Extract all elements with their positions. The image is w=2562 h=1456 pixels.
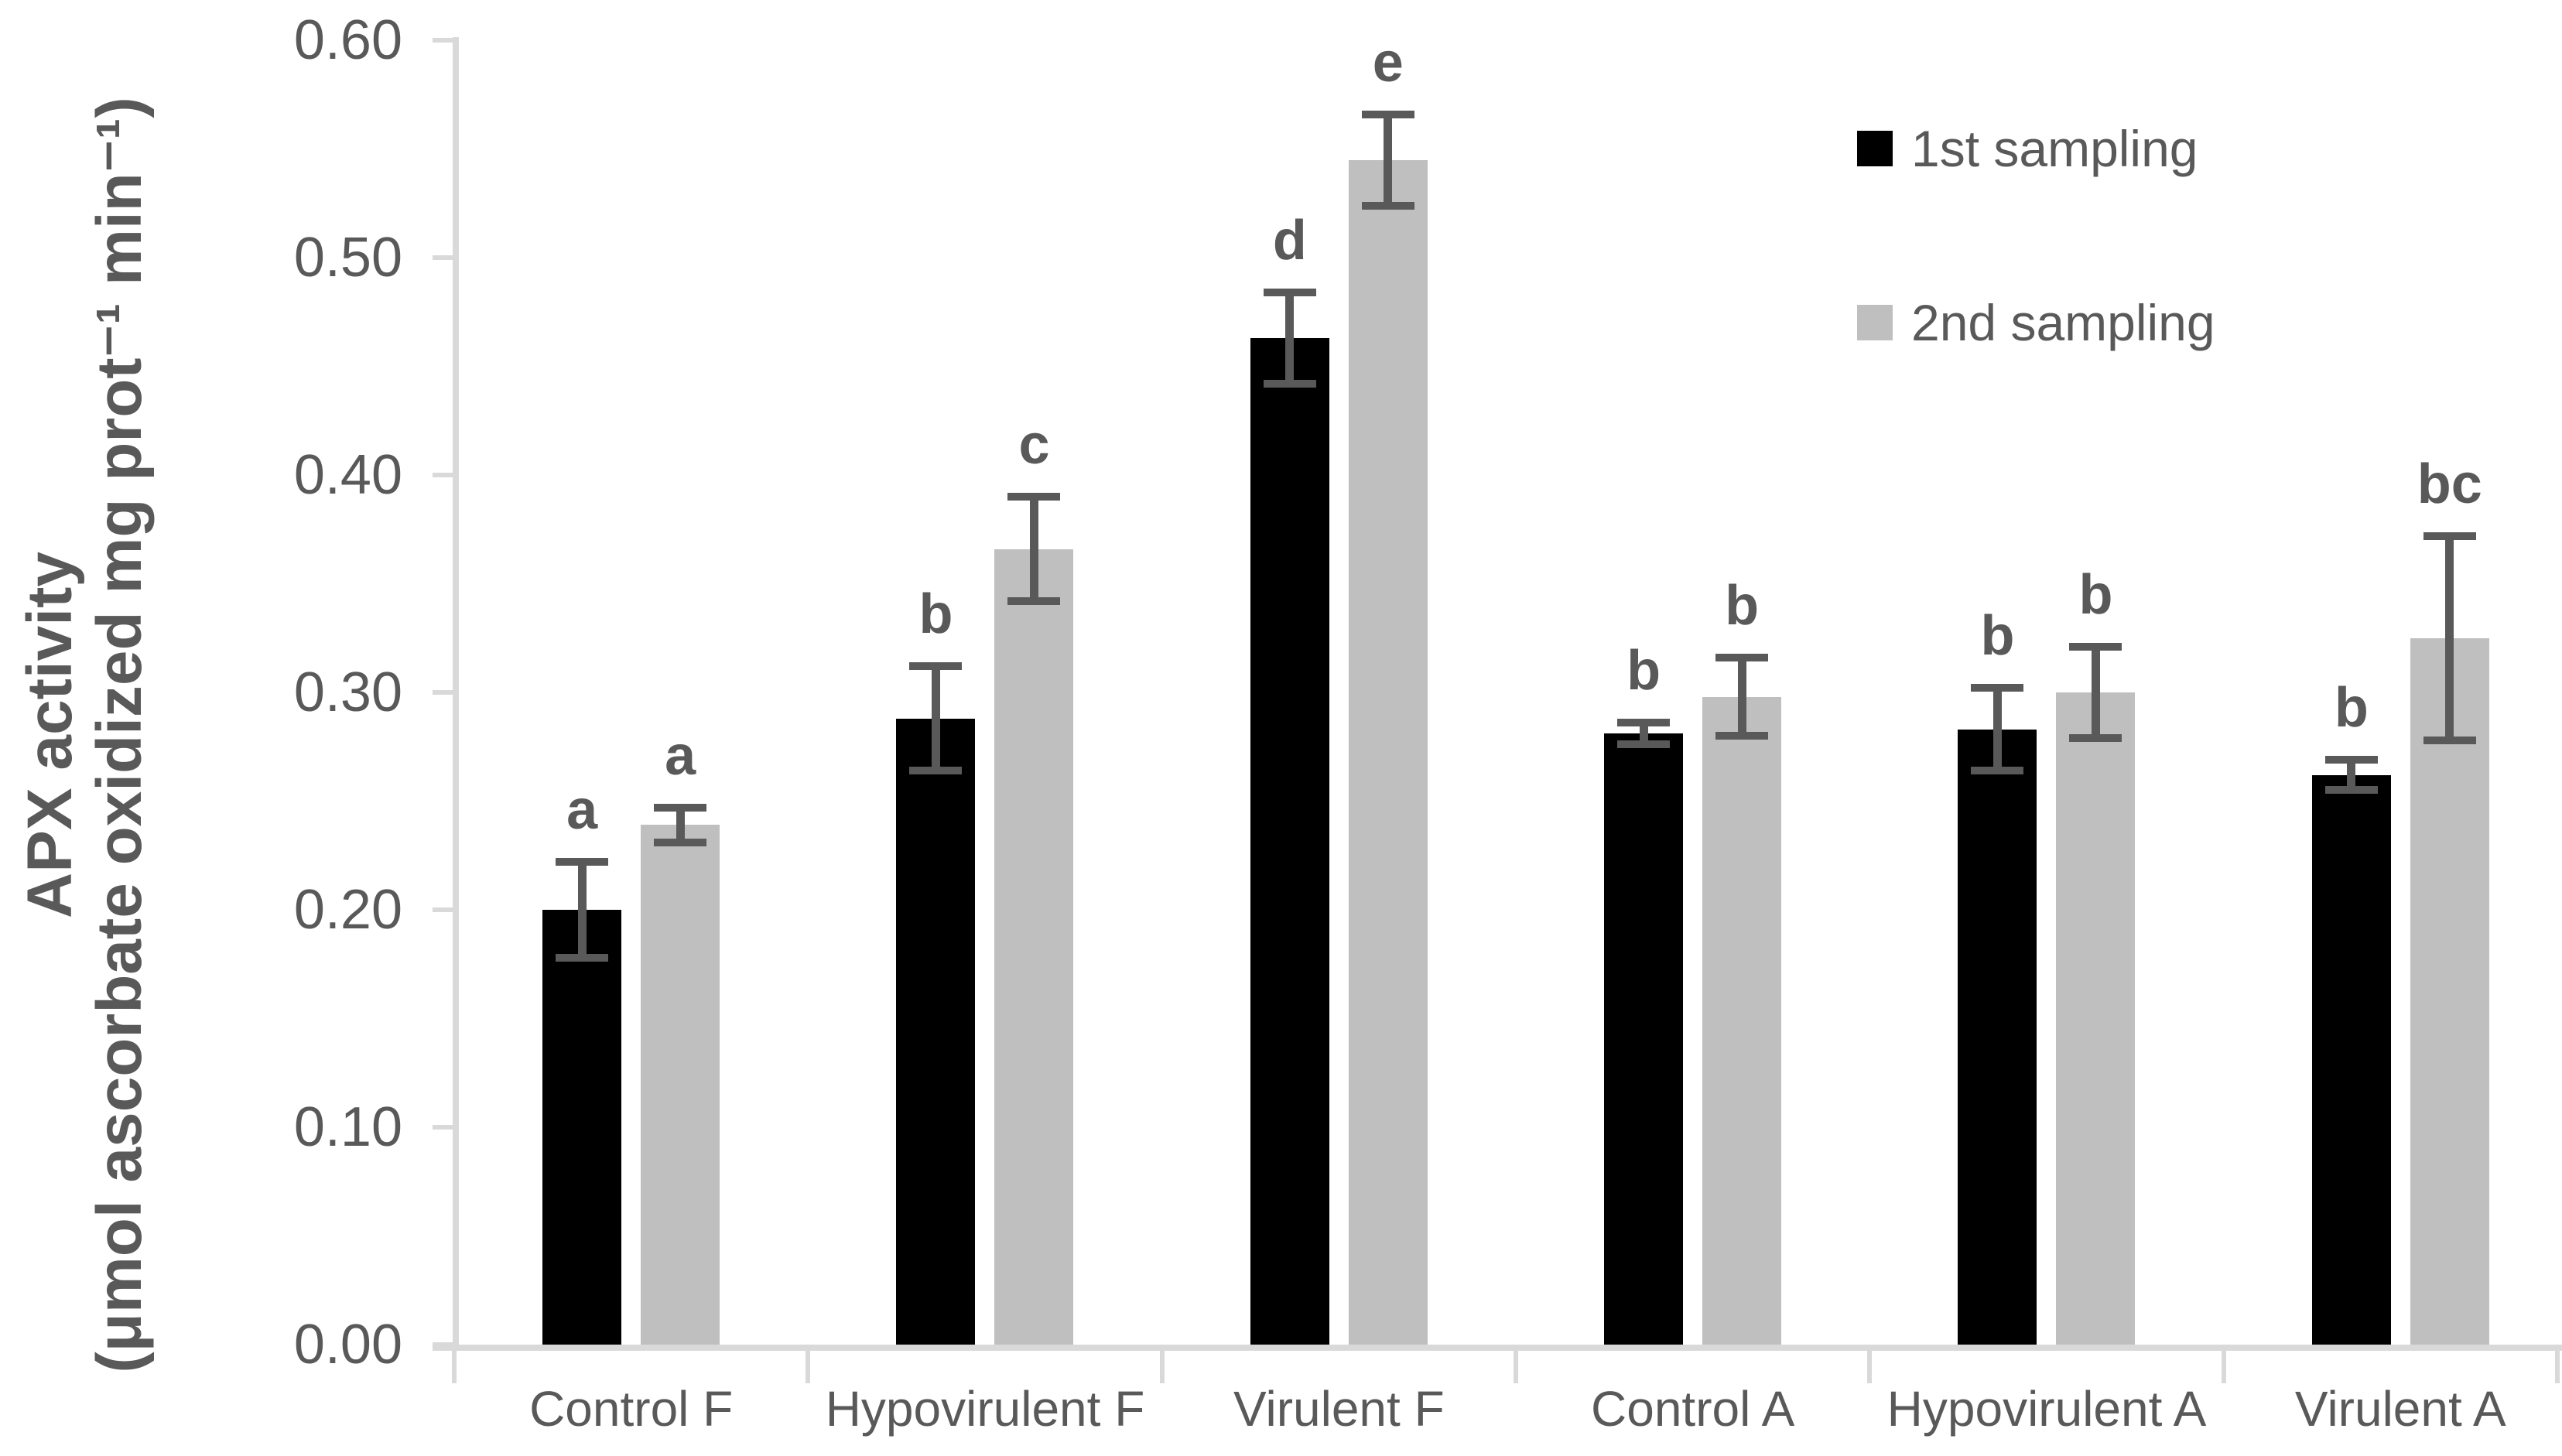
error-bar-whisker (1992, 688, 2002, 771)
x-tick-mark (2221, 1351, 2226, 1383)
x-tick-mark (1867, 1351, 1873, 1383)
error-bar-cap-top (1715, 654, 1769, 662)
x-tick-mark (452, 1351, 457, 1383)
sig-letter: e (1372, 31, 1404, 94)
sig-letter: c (1018, 414, 1050, 477)
y-tick-label: 0.50 (293, 227, 402, 289)
error-bar-whisker (676, 807, 685, 842)
bar (1604, 733, 1684, 1345)
y-axis-line (453, 37, 459, 1351)
sig-letter: b (1626, 640, 1661, 702)
error-bar-whisker (2091, 646, 2100, 738)
y-tick-label: 0.30 (293, 661, 402, 723)
x-tick-mark (1159, 1351, 1165, 1383)
error-bar-cap-bottom (1617, 740, 1671, 749)
x-tick-label: Virulent F (1233, 1381, 1445, 1437)
error-bar-whisker (1639, 723, 1648, 745)
error-bar-cap-top (556, 858, 609, 866)
error-bar-whisker (1285, 292, 1295, 384)
error-bar-cap-bottom (556, 953, 609, 962)
bar (542, 910, 622, 1345)
bar (994, 549, 1074, 1345)
sig-letter: b (2078, 563, 2113, 626)
error-bar-cap-bottom (1263, 379, 1316, 388)
legend-swatch-1st-sampling (1857, 131, 1893, 166)
error-bar-cap-bottom (2423, 736, 2476, 744)
y-tick-label: 0.60 (293, 9, 402, 71)
y-tick-mark (433, 1125, 453, 1130)
legend-item-1st-sampling: 1st sampling (1857, 118, 2198, 179)
y-axis-title-line2: (μmol ascorbate oxidized mg prot⁻¹ min⁻¹… (84, 97, 155, 1373)
sig-letter: a (665, 724, 696, 787)
error-bar-cap-top (1617, 719, 1671, 727)
error-bar-cap-bottom (654, 838, 707, 846)
x-tick-mark (1513, 1351, 1518, 1383)
y-tick-label: 0.00 (293, 1314, 402, 1376)
x-tick-label: Control A (1591, 1381, 1795, 1437)
legend-swatch-2nd-sampling (1857, 305, 1893, 340)
error-bar-cap-top (2423, 531, 2476, 540)
error-bar-cap-bottom (2069, 734, 2122, 742)
y-tick-mark (433, 1342, 453, 1347)
bar (1702, 696, 1782, 1345)
bar (641, 825, 720, 1345)
sig-letter: b (1980, 605, 2015, 668)
y-axis-title-line1: APX activity (15, 552, 85, 918)
y-tick-mark (433, 38, 453, 43)
error-bar-cap-top (1007, 493, 1061, 501)
bar (2410, 637, 2489, 1345)
x-axis-line (433, 1345, 2562, 1351)
error-bar-whisker (1029, 497, 1038, 601)
error-bar-cap-top (1361, 110, 1414, 118)
error-bar-cap-bottom (1971, 767, 2024, 775)
error-bar-whisker (931, 666, 940, 771)
y-tick-mark (433, 690, 453, 695)
y-tick-label: 0.40 (293, 444, 402, 506)
error-bar-whisker (2445, 535, 2454, 740)
error-bar-cap-bottom (909, 767, 963, 775)
y-tick-mark (433, 473, 453, 477)
error-bar-whisker (1737, 658, 1746, 737)
bar (2311, 774, 2391, 1345)
legend-label: 1st sampling (1911, 120, 2198, 177)
bar (1348, 159, 1428, 1345)
error-bar-whisker (1384, 114, 1393, 206)
legend-item-2nd-sampling: 2nd sampling (1857, 292, 2215, 354)
x-tick-mark (2555, 1351, 2560, 1383)
sig-letter: b (1725, 575, 1760, 637)
bar (896, 718, 976, 1345)
error-bar-cap-top (654, 803, 707, 812)
x-tick-label: Virulent A (2294, 1381, 2506, 1437)
sig-letter: d (1272, 209, 1307, 272)
error-bar-cap-bottom (1007, 596, 1061, 605)
error-bar-cap-top (1263, 288, 1316, 296)
error-bar-cap-bottom (2324, 786, 2378, 795)
bar (2056, 692, 2136, 1345)
error-bar-cap-top (1971, 684, 2024, 692)
bar (1958, 729, 2037, 1345)
sig-letter: b (2334, 677, 2369, 740)
x-tick-mark (806, 1351, 811, 1383)
error-bar-cap-bottom (1361, 201, 1414, 210)
y-tick-label: 0.20 (293, 879, 402, 941)
y-axis-title: APX activity (μmol ascorbate oxidized mg… (15, 35, 162, 1435)
sig-letter: a (566, 779, 598, 842)
legend-label: 2nd sampling (1911, 294, 2215, 351)
y-tick-mark (433, 255, 453, 260)
error-bar-cap-top (2324, 756, 2378, 764)
y-tick-label: 0.10 (293, 1096, 402, 1158)
sig-letter: b (918, 583, 953, 646)
y-tick-mark (433, 907, 453, 912)
error-bar-cap-bottom (1715, 732, 1769, 740)
error-bar-cap-top (2069, 642, 2122, 651)
x-tick-label: Hypovirulent A (1886, 1381, 2207, 1437)
error-bar-whisker (2347, 760, 2356, 791)
error-bar-cap-top (909, 662, 963, 671)
error-bar-whisker (577, 862, 587, 958)
x-tick-label: Control F (529, 1381, 734, 1437)
sig-letter: bc (2417, 453, 2482, 515)
x-tick-label: Hypovirulent F (825, 1381, 1145, 1437)
bar (1250, 337, 1329, 1345)
